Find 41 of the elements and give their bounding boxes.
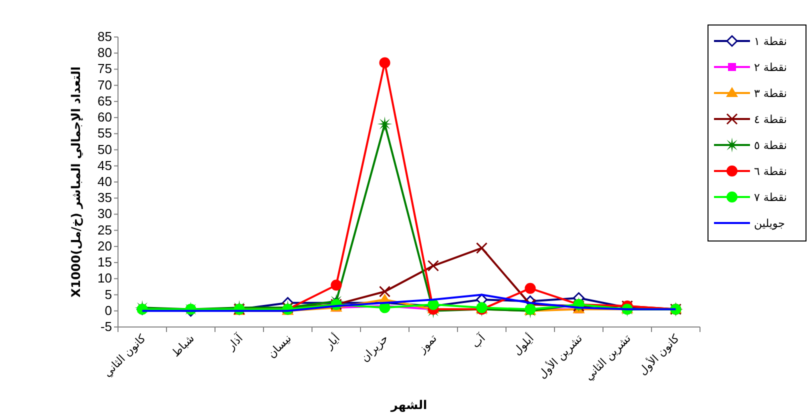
- y-tick-label: 0: [104, 302, 112, 318]
- legend-label: نقطة ٥: [754, 139, 787, 152]
- y-tick-label: 55: [98, 126, 112, 141]
- x-tick-label: كانون الثاني: [100, 331, 149, 380]
- y-tick-label: 15: [98, 254, 112, 270]
- legend-label: جويلين: [754, 217, 785, 230]
- x-tick-label: نيسان: [265, 332, 294, 361]
- y-tick-label: 30: [98, 206, 112, 222]
- x-tick-label: آب: [468, 330, 489, 351]
- y-tick-label: 20: [98, 238, 112, 254]
- y-tick-label: 65: [98, 93, 112, 108]
- x-tick-label: حزيران: [358, 332, 391, 365]
- x-tick-label: أيار: [321, 331, 342, 352]
- x-tick-label: آذار: [223, 330, 246, 354]
- legend-label: نقطة ١: [754, 35, 787, 48]
- y-tick-label: 45: [98, 158, 112, 173]
- y-tick-label: 85: [98, 29, 112, 44]
- y-tick-label: 5: [104, 286, 112, 302]
- x-tick-label: تشرين الأول: [535, 331, 585, 382]
- y-tick-label: 75: [98, 61, 112, 76]
- x-tick-label: شباط: [169, 332, 197, 360]
- x-tick-label: تموز: [415, 332, 440, 356]
- legend-label: نقطة ٤: [754, 113, 787, 126]
- y-tick-label: 80: [98, 45, 112, 60]
- legend-label: نقطة ٢: [754, 61, 787, 74]
- y-tick-label: 50: [98, 142, 112, 157]
- x-tick-label: تشرين الثاني: [582, 332, 634, 383]
- y-tick-label: 60: [98, 110, 112, 125]
- x-tick-label: كانون الأول: [636, 330, 682, 378]
- x-tick-label: أيلول: [510, 331, 536, 358]
- legend-label: نقطة ٣: [754, 87, 787, 100]
- legend-label: نقطة ٧: [754, 191, 787, 204]
- legend-label: نقطة ٦: [754, 165, 787, 178]
- y-tick-label: -5: [100, 319, 112, 334]
- y-tick-label: 70: [98, 77, 112, 92]
- y-tick-label: 35: [98, 190, 112, 206]
- y-tick-label: 25: [98, 222, 112, 238]
- y-axis-title: التعداد الإجمالي المباشر (خ/مل)X1000: [69, 66, 83, 298]
- y-tick-label: 10: [98, 270, 112, 286]
- x-axis-title: الشهر: [390, 398, 428, 412]
- y-tick-label: 40: [98, 174, 112, 189]
